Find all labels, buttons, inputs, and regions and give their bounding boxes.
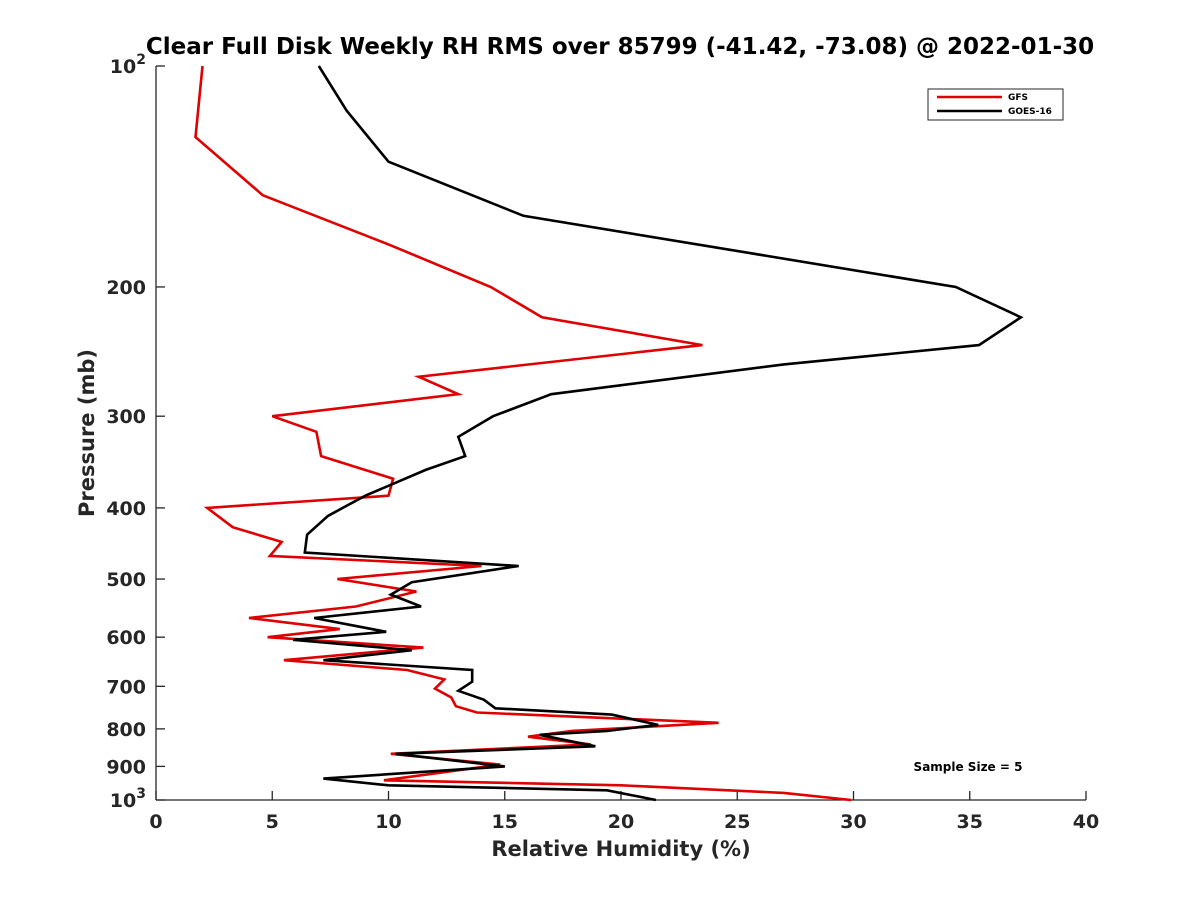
y-tick-label: 700 — [106, 676, 146, 698]
legend: GFS GOES-16 — [927, 88, 1064, 121]
y-tick-base: 10 — [110, 790, 136, 812]
x-ticks: 0 5 10 15 20 25 30 35 40 — [149, 791, 1099, 833]
axes-background — [156, 66, 1086, 800]
x-tick-label: 40 — [1073, 811, 1099, 833]
y-tick-exponent: 2 — [136, 52, 146, 68]
x-tick-label: 5 — [266, 811, 279, 833]
x-tick-label: 30 — [840, 811, 866, 833]
x-tick-label: 25 — [724, 811, 750, 833]
series-lines — [194, 65, 1024, 802]
y-axis-label: Pressure (mb) — [75, 349, 99, 517]
plot-area: 0 5 10 15 20 25 30 35 40 10220030040050060070080… — [106, 52, 1099, 833]
x-tick-label: 10 — [375, 811, 401, 833]
y-tick-exponent: 3 — [136, 786, 146, 802]
y-tick-label: 600 — [106, 627, 146, 649]
legend-box — [927, 88, 1064, 121]
legend-label: GOES-16 — [1008, 107, 1052, 117]
x-tick-label: 20 — [608, 811, 634, 833]
y-tick-label: 103 — [110, 786, 146, 812]
y-tick-base: 10 — [110, 56, 136, 78]
chart-title: Clear Full Disk Weekly RH RMS over 85799… — [146, 34, 1094, 60]
series-line-goes-16 — [293, 65, 1024, 802]
y-tick-label: 200 — [106, 277, 146, 299]
sample-size-annotation: Sample Size = 5 — [914, 760, 1023, 774]
x-axis-label: Relative Humidity (%) — [491, 837, 750, 861]
y-tick-label: 500 — [106, 569, 146, 591]
legend-items: GFS GOES-16 — [937, 93, 1052, 117]
y-tick-label: 400 — [106, 498, 146, 520]
legend-label: GFS — [1008, 93, 1028, 103]
x-tick-label: 35 — [957, 811, 983, 833]
y-tick-label: 800 — [106, 719, 146, 741]
x-tick-label: 0 — [149, 811, 162, 833]
x-tick-label: 15 — [492, 811, 518, 833]
y-tick-label: 900 — [106, 756, 146, 778]
y-tick-label: 300 — [106, 406, 146, 428]
y-tick-label: 102 — [110, 52, 146, 78]
series-line-gfs — [194, 65, 852, 802]
